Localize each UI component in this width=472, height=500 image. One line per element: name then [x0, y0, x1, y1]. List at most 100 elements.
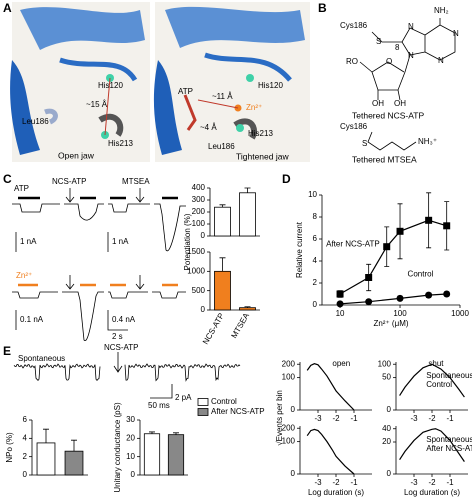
trace-label: NCS-ATP	[52, 177, 87, 186]
trace-label: NCS-ATP	[104, 343, 139, 352]
x-tick-label: MTSEA	[229, 311, 251, 340]
y-tick-label: 1000	[187, 266, 205, 275]
chart-title: open	[332, 359, 350, 368]
y-tick-label: 100	[282, 437, 296, 446]
distance-label: ~4 Å	[200, 123, 217, 132]
atom-label: N	[408, 22, 414, 31]
scale-label: 0.4 nA	[112, 315, 136, 324]
atom-label: NH₃⁺	[418, 137, 437, 146]
atom-label: N	[453, 29, 459, 38]
data-line	[339, 219, 447, 295]
scale-label: 2 pA	[175, 393, 192, 402]
caption: Tethered MTSEA	[352, 154, 417, 164]
marker	[336, 290, 344, 298]
bar	[143, 433, 161, 476]
atom-label: N	[408, 51, 414, 60]
x-axis-label: Log duration (s)	[308, 488, 364, 497]
distance-label: ~11 Å	[212, 92, 233, 101]
error-bar	[173, 432, 179, 435]
x-tick-label: -2	[428, 414, 436, 423]
error-bar	[219, 257, 226, 272]
marker	[365, 274, 373, 281]
distance-label: ~15 Å	[86, 100, 108, 109]
atom-label: N	[438, 56, 444, 65]
y-axis-label: NPo (%)	[5, 432, 14, 463]
x-tick-label: -1	[446, 478, 454, 487]
current-traces	[12, 188, 186, 341]
y-tick-label: 0	[291, 405, 296, 414]
single-channel-trace	[13, 363, 241, 382]
y-tick-label: 20	[382, 437, 391, 446]
x-tick-label: -2	[332, 478, 340, 487]
y-axis-label: Unitary conductance (pS)	[113, 402, 122, 493]
data-line	[399, 428, 465, 462]
panel-label: B	[318, 1, 327, 15]
residue-label: His120	[258, 81, 283, 90]
data-line	[399, 363, 465, 398]
y-tick-label: 2	[23, 452, 28, 461]
legend-swatch	[197, 408, 209, 416]
legend-label: After NCS-ATP	[211, 407, 265, 416]
trace-annotation	[113, 352, 173, 399]
y-tick-label: 100	[192, 219, 206, 228]
marker	[396, 294, 404, 302]
marker	[336, 300, 344, 308]
annotation: Spontaneous	[426, 371, 472, 380]
x-tick-label: 10	[336, 309, 345, 318]
y-tick-label: 10	[308, 190, 317, 199]
ion-label: Zn²⁺	[246, 103, 262, 112]
y-tick-label: 500	[192, 286, 206, 295]
x-tick-label: NCS-ATP	[201, 312, 226, 346]
y-tick-label: 200	[282, 359, 296, 368]
error-bar	[149, 431, 155, 434]
axis-line	[299, 362, 372, 411]
x-tick-label: -1	[350, 414, 358, 423]
y-tick-label: 200	[282, 423, 296, 432]
x-tick-label: -1	[350, 478, 358, 487]
trace-label: Zn²⁺	[16, 271, 32, 280]
caption: Tethered NCS-ATP	[352, 110, 424, 120]
data-line	[306, 428, 355, 475]
y-tick-label: 300	[192, 195, 206, 204]
error-bar	[244, 187, 251, 193]
x-tick-label: -3	[410, 478, 418, 487]
y-tick-label: 50	[382, 373, 391, 382]
marker	[425, 216, 433, 224]
bar	[239, 192, 256, 237]
x-tick-label: -2	[428, 478, 436, 487]
atom-label: RO	[346, 57, 358, 66]
y-tick-label: 10	[126, 452, 135, 461]
panel-label: D	[282, 172, 291, 186]
atom-label: NH₂	[434, 6, 449, 15]
y-tick-label: 0	[201, 305, 206, 314]
residue-label: His213	[248, 129, 273, 138]
marker	[443, 222, 451, 230]
annotation: Control	[426, 380, 452, 389]
trace-label: MTSEA	[122, 177, 150, 186]
trace-label: Spontaneous	[18, 354, 65, 363]
marker	[365, 298, 373, 306]
series-label: Control	[408, 269, 434, 278]
atom-label: OH	[394, 99, 406, 108]
error-bar	[43, 428, 49, 443]
y-tick-label: 0	[387, 405, 392, 414]
y-tick-label: 20	[126, 433, 135, 442]
protein-structure	[10, 2, 310, 162]
marker	[425, 291, 433, 299]
y-tick-label: 100	[378, 359, 392, 368]
panel-label: A	[3, 1, 12, 15]
atom-label: Cys186	[340, 122, 368, 131]
panel-label: E	[3, 344, 11, 358]
y-tick-label: 100	[282, 373, 296, 382]
residue-label: Leu186	[208, 142, 235, 151]
scale-label: 2 s	[112, 332, 123, 341]
ligand-label: ATP	[178, 87, 193, 96]
axis-line	[299, 426, 372, 475]
data-line	[306, 363, 355, 411]
bar	[214, 270, 231, 311]
x-axis-label: Zn²⁺ (μM)	[373, 319, 408, 328]
y-tick-label: 0	[387, 469, 392, 478]
legend-swatch	[197, 398, 209, 406]
bar	[239, 307, 256, 311]
